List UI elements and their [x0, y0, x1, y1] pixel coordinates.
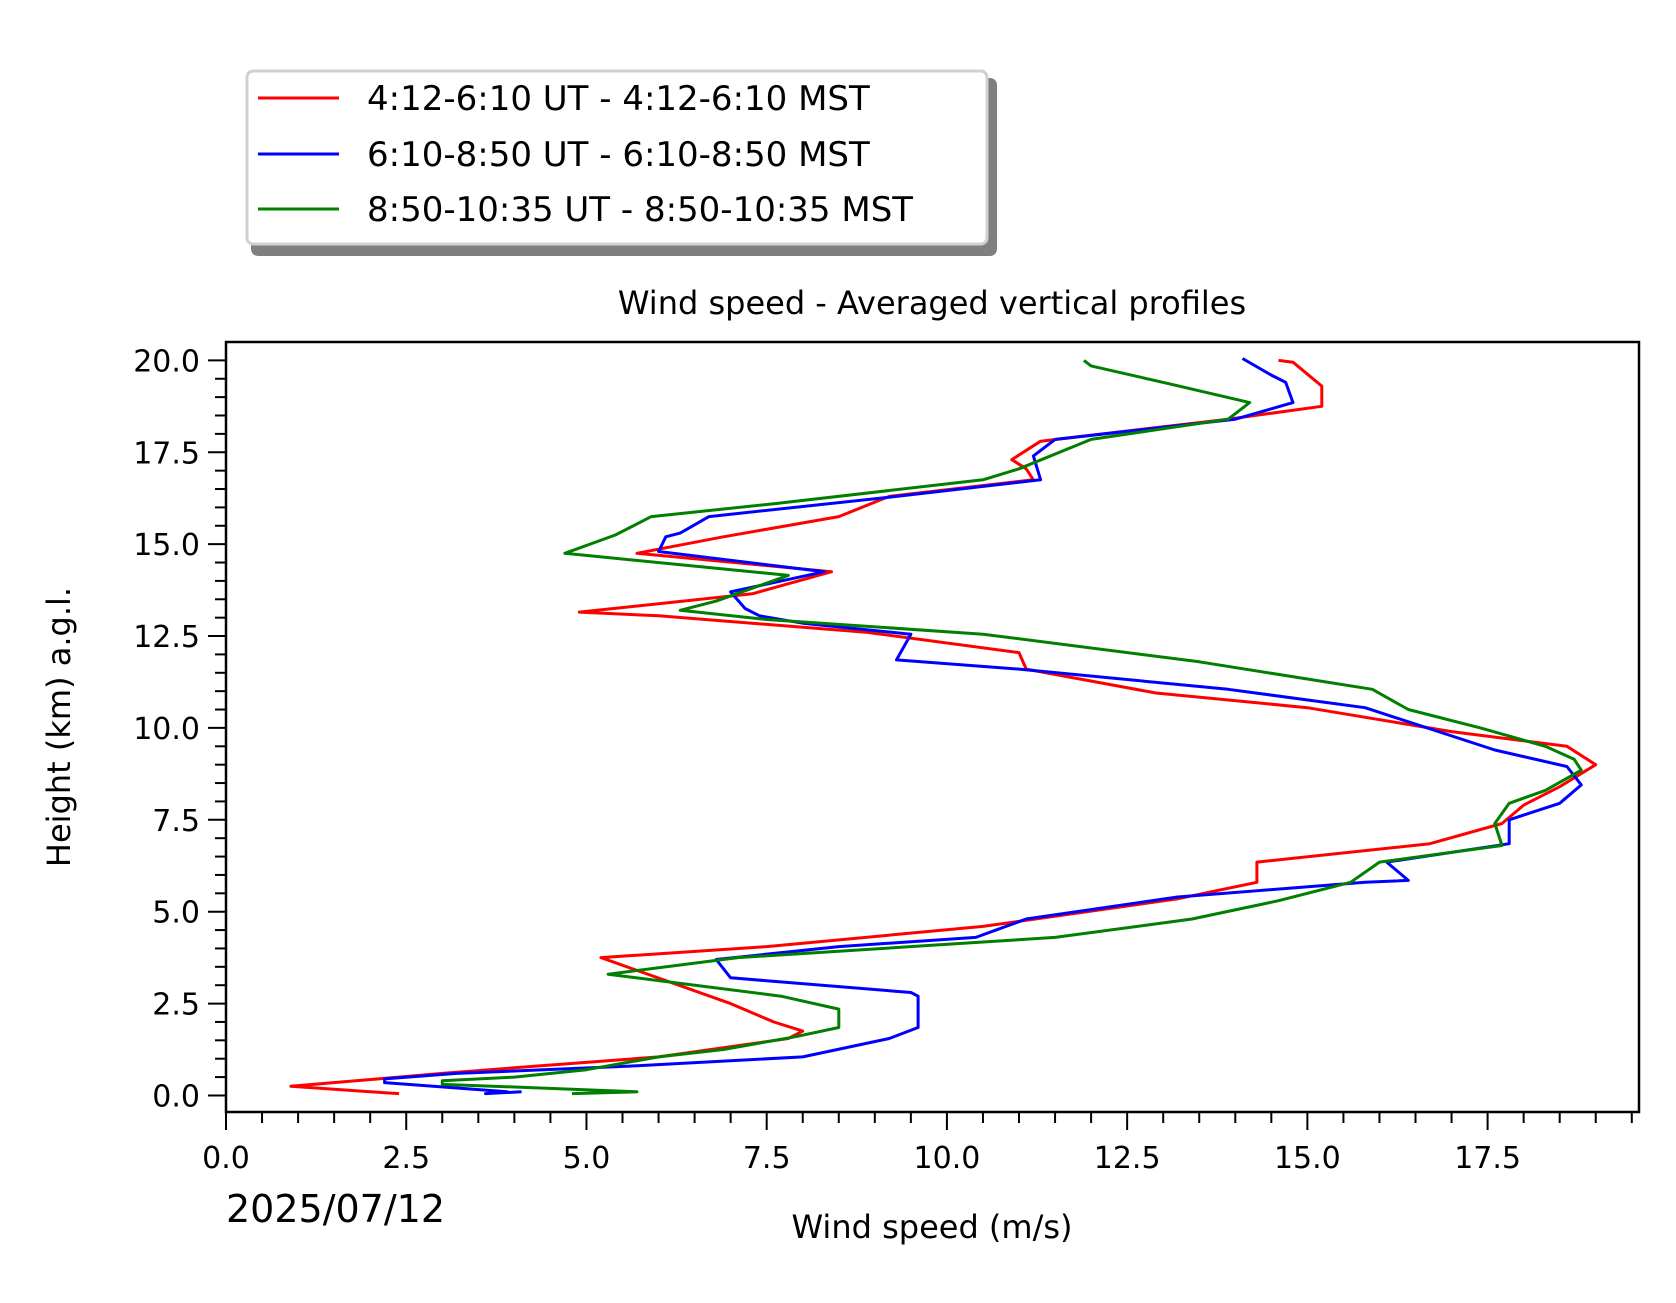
x-axis-ticks: 0.0 2.5 5.0 7.5 10.0 12.5 15.0 17.5: [202, 1112, 1633, 1176]
y-tick-label: 7.5: [152, 804, 200, 839]
x-tick-label: 10.0: [914, 1141, 981, 1176]
y-tick-label: 15.0: [133, 528, 200, 563]
y-axis-ticks: 0.0 2.5 5.0 7.5 10.0 12.5 15.0 17.5 20.0: [133, 344, 226, 1114]
x-tick-label: 7.5: [743, 1141, 791, 1176]
series-line-1: [289, 358, 1598, 1096]
y-tick-label: 5.0: [152, 896, 200, 931]
x-tick-label: 0.0: [202, 1141, 250, 1176]
date-label: 2025/07/12: [226, 1187, 445, 1231]
series-line-3: [440, 359, 1583, 1096]
series-line-2: [383, 357, 1583, 1096]
y-tick-label: 17.5: [133, 436, 200, 471]
x-tick-label: 5.0: [563, 1141, 611, 1176]
series-lines: [289, 357, 1598, 1096]
legend-label-series-2: 6:10-8:50 UT - 6:10-8:50 MST: [367, 135, 870, 175]
legend-box: [245, 69, 989, 246]
x-axis-label: Wind speed (m/s): [791, 1208, 1072, 1246]
legend: 4:12-6:10 UT - 4:12-6:10 MST 6:10-8:50 U…: [245, 69, 997, 256]
y-axis-label: Height (km) a.g.l.: [40, 587, 78, 867]
x-tick-label: 2.5: [382, 1141, 430, 1176]
x-tick-label: 17.5: [1454, 1141, 1521, 1176]
y-tick-label: 20.0: [133, 344, 200, 379]
x-tick-label: 15.0: [1274, 1141, 1341, 1176]
y-tick-label: 12.5: [133, 620, 200, 655]
y-tick-label: 10.0: [133, 712, 200, 747]
y-tick-label: 0.0: [152, 1079, 200, 1114]
y-tick-label: 2.5: [152, 988, 200, 1023]
x-tick-label: 12.5: [1094, 1141, 1161, 1176]
legend-label-series-3: 8:50-10:35 UT - 8:50-10:35 MST: [367, 190, 913, 230]
legend-label-series-1: 4:12-6:10 UT - 4:12-6:10 MST: [367, 79, 870, 119]
chart-title: Wind speed - Averaged vertical profiles: [618, 284, 1246, 322]
